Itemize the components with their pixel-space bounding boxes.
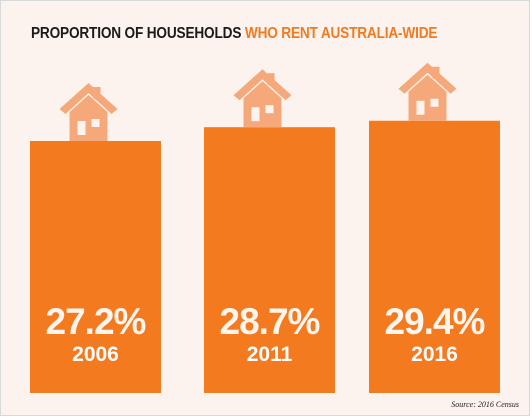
house-window (265, 105, 274, 114)
chart-title-part1: PROPORTION OF HOUSEHOLDS (31, 25, 242, 42)
value-label: 28.7% (220, 301, 320, 342)
source-note: Source: 2016 Census (451, 400, 519, 409)
house-door (77, 121, 86, 135)
house-window (91, 119, 100, 127)
house-door (416, 100, 425, 115)
chart-title: PROPORTION OF HOUSEHOLDS WHO RENT AUSTRA… (31, 25, 438, 43)
house-icon (233, 69, 292, 128)
house-icon (398, 62, 457, 121)
category-label: 2016 (411, 343, 458, 366)
house-icon (59, 83, 118, 141)
value-label: 29.4% (385, 301, 485, 342)
value-label: 27.2% (46, 301, 146, 342)
house-roof (398, 62, 457, 94)
bar (30, 141, 161, 393)
category-label: 2011 (247, 343, 293, 366)
house-window (430, 98, 439, 107)
category-label: 2006 (72, 343, 119, 366)
chart-title-part2: WHO RENT AUSTRALIA-WIDE (244, 25, 438, 42)
house-door (251, 107, 260, 122)
bar (369, 120, 500, 393)
bar (204, 127, 335, 393)
house-roof (233, 69, 292, 101)
house-roof (59, 83, 118, 114)
